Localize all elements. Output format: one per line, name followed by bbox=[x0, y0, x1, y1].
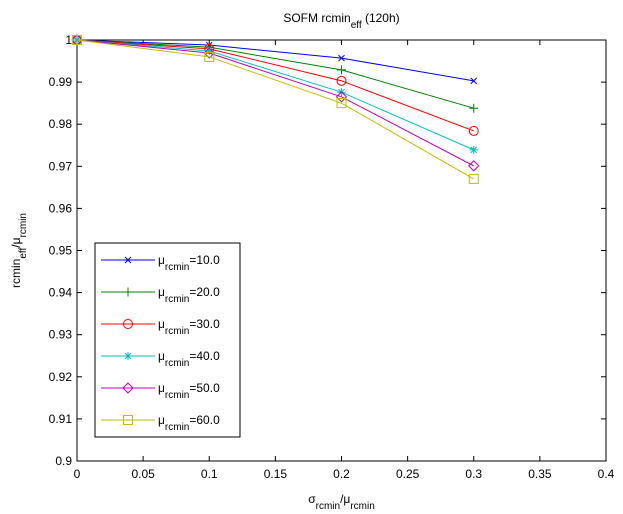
series-line bbox=[76, 39, 474, 151]
legend-label-part: =60.0 bbox=[189, 413, 220, 427]
marker bbox=[123, 287, 133, 297]
marker bbox=[205, 46, 214, 55]
legend-label-part: μ bbox=[158, 317, 165, 331]
legend-label: μrcmin=40.0 bbox=[158, 349, 220, 369]
series-line bbox=[76, 39, 474, 109]
legend-box bbox=[94, 242, 241, 438]
marker bbox=[72, 35, 82, 45]
y-tick-label: 0.97 bbox=[49, 159, 73, 173]
legend-label-part: rcmin bbox=[165, 262, 189, 273]
legend-label-part: =20.0 bbox=[189, 285, 220, 299]
legend-label-part: rcmin bbox=[165, 358, 189, 369]
marker bbox=[337, 65, 346, 75]
legend-label-part: μ bbox=[158, 285, 165, 299]
marker bbox=[123, 415, 133, 425]
legend-label: μrcmin=20.0 bbox=[158, 285, 220, 305]
x-tick-label: 0.2 bbox=[333, 467, 350, 481]
marker bbox=[338, 54, 345, 62]
legend-label-part: μ bbox=[158, 381, 165, 395]
y-tick-label: 0.91 bbox=[49, 412, 73, 426]
y-tick-label: 0.94 bbox=[49, 286, 73, 300]
marker bbox=[468, 173, 479, 184]
y-axis-label-part: rcmin bbox=[18, 213, 29, 237]
y-tick-label: 0.92 bbox=[49, 370, 73, 384]
x-tick-label: 0 bbox=[74, 467, 81, 481]
x-tick-label: 0.3 bbox=[465, 467, 482, 481]
marker bbox=[469, 103, 479, 113]
marker bbox=[468, 125, 479, 136]
series-line bbox=[76, 39, 474, 132]
series-line bbox=[76, 39, 474, 167]
series-line bbox=[76, 39, 474, 82]
y-tick-label: 0.96 bbox=[49, 201, 73, 215]
legend-label-part: μ bbox=[158, 349, 165, 363]
marker bbox=[122, 319, 134, 329]
y-axis-label-part: eff bbox=[18, 247, 29, 258]
y-tick-label: 0.93 bbox=[49, 328, 73, 342]
legend-label: μrcmin=10.0 bbox=[158, 253, 220, 273]
legend-label: μrcmin=30.0 bbox=[158, 317, 220, 337]
marker bbox=[336, 98, 347, 109]
marker bbox=[470, 77, 478, 85]
x-axis-label-part: rcmin bbox=[316, 501, 340, 512]
legend-label-part: rcmin bbox=[165, 422, 189, 433]
x-axis-label-part: rcmin bbox=[350, 501, 374, 512]
y-axis-label-part: rcmin bbox=[9, 259, 23, 288]
legend-label-part: rcmin bbox=[165, 326, 189, 337]
chart-title: SOFM rcmineff (120h) bbox=[283, 11, 399, 31]
y-tick-label: 0.9 bbox=[55, 454, 72, 468]
legend-label-part: =30.0 bbox=[189, 317, 220, 331]
legend-label-part: rcmin bbox=[165, 390, 189, 401]
marker bbox=[124, 256, 132, 264]
x-tick-label: 0.15 bbox=[264, 467, 288, 481]
y-axis-label-part: /μ bbox=[9, 237, 23, 247]
y-tick-label: 1 bbox=[65, 33, 72, 47]
x-tick-label: 0.4 bbox=[598, 467, 615, 481]
marker bbox=[335, 91, 348, 103]
chart-title-part: SOFM rcmin bbox=[283, 11, 350, 25]
marker bbox=[204, 51, 215, 62]
legend-label-part: μ bbox=[158, 253, 165, 267]
marker bbox=[469, 145, 478, 154]
x-axis-label-part: σ bbox=[308, 492, 316, 506]
x-tick-label: 0.05 bbox=[131, 467, 155, 481]
marker bbox=[203, 47, 215, 59]
marker bbox=[468, 160, 480, 172]
y-tick-label: 0.99 bbox=[49, 75, 73, 89]
legend-label-part: =50.0 bbox=[189, 381, 220, 395]
chart-title-part: (120h) bbox=[362, 11, 400, 25]
y-tick-label: 0.98 bbox=[49, 117, 73, 131]
legend-label-part: =40.0 bbox=[189, 349, 220, 363]
x-axis-label: σrcmin/μrcmin bbox=[308, 492, 375, 512]
legend-label-part: μ bbox=[158, 413, 165, 427]
y-tick-label: 0.95 bbox=[49, 244, 73, 258]
marker bbox=[336, 75, 347, 86]
legend-label-part: rcmin bbox=[165, 294, 189, 305]
marker bbox=[124, 352, 132, 360]
x-tick-label: 0.25 bbox=[396, 467, 420, 481]
legend-label-part: =10.0 bbox=[189, 253, 220, 267]
x-tick-label: 0.1 bbox=[201, 467, 218, 481]
legend-label: μrcmin=50.0 bbox=[158, 381, 220, 401]
y-axis-label: rcmineff/μrcmin bbox=[9, 213, 29, 288]
chart-title-part: eff bbox=[351, 20, 362, 31]
x-axis-label-part: /μ bbox=[340, 492, 350, 506]
series-line bbox=[76, 39, 474, 180]
x-tick-label: 0.35 bbox=[528, 467, 552, 481]
marker bbox=[122, 382, 134, 394]
legend-label: μrcmin=60.0 bbox=[158, 413, 220, 433]
